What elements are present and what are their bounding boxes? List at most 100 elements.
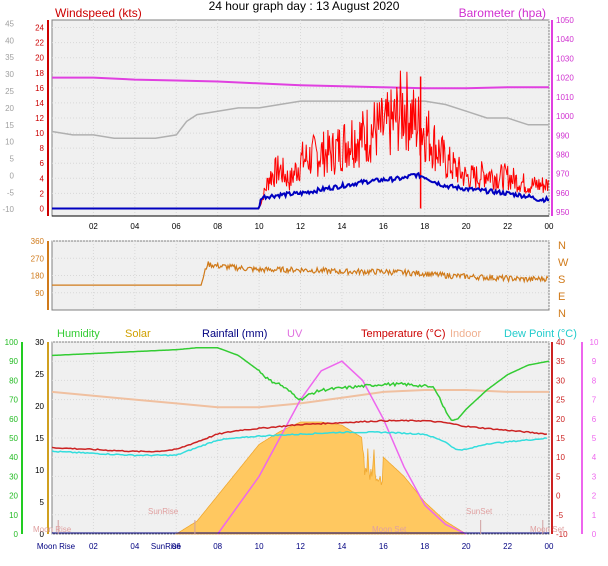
compass-tick-label: N xyxy=(558,240,566,252)
climate-x-tick-label: 02 xyxy=(89,542,98,551)
x-tick-label: 08 xyxy=(213,222,222,231)
wind-panel-plot-area xyxy=(51,19,550,217)
barometer-tick-label: 1000 xyxy=(556,112,574,121)
barometer-tick-label: 1040 xyxy=(556,35,574,44)
humidity-line xyxy=(52,347,550,422)
barometer-tick-label: 980 xyxy=(556,151,570,160)
compass-tick-label: E xyxy=(558,291,565,303)
x-tick-label: 06 xyxy=(172,222,181,231)
moon-rise-annotation: Moon Rise xyxy=(33,525,72,534)
uv-line xyxy=(217,360,467,535)
moon-set-annotation: Moon Set xyxy=(530,525,565,534)
climate-x-tick-label: 20 xyxy=(462,542,471,551)
direction-tick-label: 270 xyxy=(31,254,45,263)
solar-tick-label: 10 xyxy=(35,466,44,475)
humidity-tick-label: 30 xyxy=(9,472,18,481)
windspeed-tick-label: 22 xyxy=(35,39,44,48)
climate-annotations: Moon Rise SunRise SunSet Moon Set Moon Set xyxy=(33,507,565,534)
solar-tick-label: 15 xyxy=(35,434,44,443)
temperature-tick-label: 5 xyxy=(556,472,561,481)
legend-item: Indoor xyxy=(450,328,482,340)
x-tick-label: 02 xyxy=(89,222,98,231)
temperature-tick-label: 20 xyxy=(556,415,565,424)
barometer-tick-label: 1020 xyxy=(556,74,574,83)
humidity-tick-label: 10 xyxy=(9,511,18,520)
solar-tick-label: 0 xyxy=(40,530,45,539)
barometer-tick-label: 960 xyxy=(556,189,570,198)
solar-tick-label: 20 xyxy=(35,402,44,411)
climate-x-tick-label: 16 xyxy=(379,542,388,551)
outer-tick-label: 20 xyxy=(5,104,14,113)
direction-panel-series xyxy=(52,261,549,286)
x-tick-label: 14 xyxy=(337,222,346,231)
outer-tick-label: 30 xyxy=(5,70,14,79)
wind-x-axis-ticks: 02 04 06 08 10 12 14 16 18 20 22 00 xyxy=(89,222,554,231)
windspeed-tick-label: 20 xyxy=(35,54,44,63)
humidity-tick-label: 70 xyxy=(9,396,18,405)
outer-tick-label: 35 xyxy=(5,53,14,62)
uv-tick-label: 3 xyxy=(592,472,597,481)
windspeed-tick-label: 10 xyxy=(35,129,44,138)
x-tick-label: 16 xyxy=(379,222,388,231)
climate-x-tick-label: 00 xyxy=(545,542,554,551)
x-tick-label: 12 xyxy=(296,222,305,231)
climate-x-tick-label: 22 xyxy=(503,542,512,551)
gust-grey-line xyxy=(51,100,549,140)
windspeed-tick-label: 12 xyxy=(35,114,44,123)
outer-tick-label: 0 xyxy=(10,171,15,180)
climate-x-tick-label: 08 xyxy=(213,542,222,551)
barometer-tick-label: 990 xyxy=(556,131,570,140)
dew-point-line xyxy=(51,430,548,457)
direction-tick-label: 90 xyxy=(35,289,44,298)
barometer-axis-ticks: 1050 1040 1030 1020 1010 1000 990 980 970 960 950 xyxy=(556,16,574,217)
windspeed-tick-label: 2 xyxy=(40,189,45,198)
legend-item: Temperature (°C) xyxy=(361,328,445,340)
temperature-line xyxy=(51,419,548,453)
legend-item: Dew Point (°C) xyxy=(504,328,577,340)
solar-tick-label: 5 xyxy=(40,498,45,507)
wind-panel-series xyxy=(51,70,550,210)
barometer-tick-label: 1050 xyxy=(556,16,574,25)
climate-x-tick-label: 18 xyxy=(420,542,429,551)
climate-x-tick-label: 14 xyxy=(337,542,346,551)
compass-tick-label: W xyxy=(558,257,569,269)
temperature-tick-label: 25 xyxy=(556,396,565,405)
climate-x-tick-label: Moon Rise xyxy=(37,542,76,551)
temperature-tick-label: 0 xyxy=(556,492,561,501)
windspeed-tick-label: 6 xyxy=(40,159,45,168)
humidity-tick-label: 20 xyxy=(9,492,18,501)
humidity-tick-label: 80 xyxy=(9,376,18,385)
temperature-axis-ticks: 40 35 30 25 20 15 10 5 0 -5 -10 xyxy=(556,338,568,539)
humidity-tick-label: 0 xyxy=(14,530,19,539)
wind-outer-axis-ticks: 45 40 35 30 25 20 15 10 5 0 -5 -10 xyxy=(2,19,14,214)
climate-legend: Humidity Solar Rainfall (mm) UV Temperature … xyxy=(57,328,577,340)
x-tick-label: 00 xyxy=(545,222,554,231)
temperature-tick-label: 35 xyxy=(556,357,565,366)
uv-tick-label: 8 xyxy=(592,376,597,385)
solar-tick-label: 25 xyxy=(35,370,44,379)
outer-tick-label: -5 xyxy=(7,188,15,197)
uv-tick-label: 0 xyxy=(592,530,597,539)
uv-tick-label: 6 xyxy=(592,415,597,424)
temperature-tick-label: -5 xyxy=(556,511,564,520)
solar-axis-ticks: 30 25 20 15 10 5 0 xyxy=(35,338,44,539)
uv-tick-label: 7 xyxy=(592,396,597,405)
uv-tick-label: 5 xyxy=(592,434,597,443)
climate-x-tick-label: 10 xyxy=(255,542,264,551)
x-tick-label: 20 xyxy=(462,222,471,231)
barometer-tick-label: 950 xyxy=(556,208,570,217)
direction-tick-label: 360 xyxy=(31,237,45,246)
humidity-tick-label: 40 xyxy=(9,453,18,462)
windspeed-tick-label: 16 xyxy=(35,84,44,93)
windspeed-axis-label: Windspeed (kts) xyxy=(55,6,142,20)
uv-tick-label: 10 xyxy=(590,338,599,347)
temperature-tick-label: -10 xyxy=(556,530,568,539)
direction-tick-label: 180 xyxy=(31,272,45,281)
compass-tick-label: N xyxy=(558,308,566,320)
x-tick-label: 10 xyxy=(255,222,264,231)
sunset-annotation: SunSet xyxy=(466,507,493,516)
